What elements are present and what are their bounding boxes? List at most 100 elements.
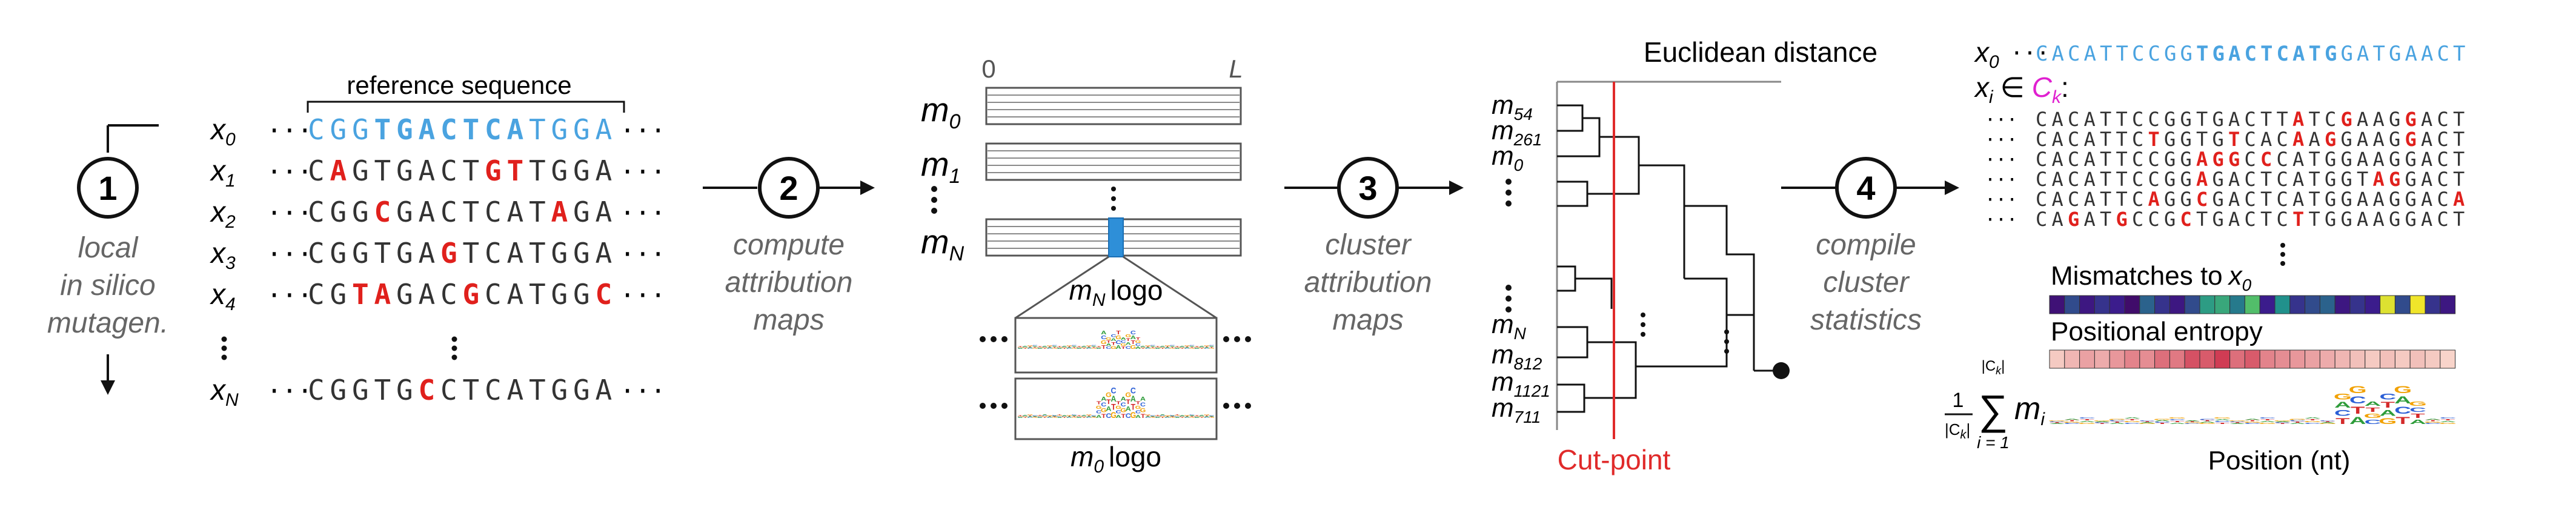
formula-term: mi [2014,391,2045,429]
logo-letter: T [1146,415,1150,417]
logo-letter: A [1116,345,1122,350]
nucleotide: A [2357,148,2368,171]
logo-letter: C [1121,402,1126,408]
logo-letter: G [1101,340,1107,345]
logo-letter: T [1052,347,1057,348]
logo-letter: A [1032,416,1038,417]
nucleotide: C [419,374,436,406]
logo-letter: A [1165,417,1171,418]
logo-letter: G [1057,347,1063,348]
nucleotide: A [419,113,436,146]
nucleotide: G [551,374,568,406]
mismatch-cell [2244,295,2260,314]
logo-letter: T [2095,423,2110,425]
logo-letter: T [1160,417,1165,419]
logo-letter: A [1032,346,1038,347]
row-prefix-ellipsis: ··· [267,198,313,228]
nucleotide: T [2260,108,2272,131]
logo-letter: C [2079,417,2096,419]
logo-letter: C [1199,346,1205,348]
nucleotide: G [2325,128,2336,151]
x0-label: x0 [1974,36,1999,72]
nucleotide: G [2341,108,2352,131]
entropy-cell [2214,349,2231,369]
logo-letter: A [2425,419,2442,420]
logo-letter: A [2304,417,2321,419]
logo-letter: G [2303,420,2322,422]
entropy-cell [2334,349,2351,369]
nucleotide: G [440,237,457,270]
nucleotide: T [2309,168,2320,191]
dendrogram-branches [1557,104,1781,413]
nucleotide: C [2132,208,2143,231]
entropy-cell [2139,349,2156,369]
logo-letter: A [1140,396,1146,402]
logo-letter: T [1170,417,1175,418]
logo-letter: G [1047,345,1053,346]
logo-letter: G [1199,417,1205,418]
nucleotide: A [2052,208,2063,231]
nucleotide: G [2325,208,2336,231]
nucleotide: T [2196,208,2208,231]
logo-letter: A [2244,419,2261,420]
logo-letter: G [1042,348,1048,349]
logo-letter: C [1150,345,1156,346]
nucleotide: T [2116,108,2128,131]
entropy-cell [2109,349,2125,369]
nucleotide: G [2180,168,2192,191]
nucleotide: G [2164,168,2176,191]
logo-letter: G [1110,411,1117,420]
logo-letter: C [2124,422,2141,424]
nucleotide: G [463,278,480,311]
nucleotide: A [2292,108,2304,131]
logo-letter: G [2183,422,2202,423]
logo-letter: G [1091,348,1097,349]
logo-letter: G [2108,419,2126,420]
nucleotide: A [2052,188,2063,211]
logo-letter: A [1180,346,1186,347]
nucleotide: T [2260,208,2272,231]
nucleotide: A [2373,188,2385,211]
nucleotide: A [2084,188,2096,211]
nucleotide: T [507,154,524,187]
nucleotide: G [2341,208,2352,231]
nucleotide: C [440,374,457,406]
logo-letter: C [2244,423,2261,425]
nucleotide: T [2453,168,2465,191]
nucleotide: G [551,278,568,311]
logo-letter: C [1091,415,1097,417]
dendrogram-leaf-labels: m54 m261 m0 mN m812 m1121 m711 [1492,90,1550,426]
logo-letter: C [1061,416,1067,417]
logo-letter: C [1189,345,1195,346]
logo-letter: C [2365,419,2382,425]
formula-sum-lower: i = 1 [1977,433,2010,452]
position-axis-label: Position (nt) [2208,446,2351,475]
nucleotide: A [419,278,436,311]
nucleotide: A [2228,42,2240,66]
entropy-title: Positional entropy [2051,317,2263,346]
logo-letter: C [1155,417,1161,418]
row-label: x4 [210,279,236,314]
nucleotide: G [2213,188,2224,211]
logo-letter: G [2364,412,2382,419]
nucleotide: A [507,113,524,146]
logo-letter: C [1027,417,1034,419]
logo-letter: C [1086,417,1092,419]
nucleotide: G [330,196,347,228]
nucleotide: A [2052,108,2063,131]
nucleotide: A [419,237,436,270]
x0-prefix-ellipsis: ··· [2010,41,2050,66]
row-prefix-ellipsis: ··· [1985,150,2017,171]
nucleotide: G [551,154,568,187]
nucleotide: G [2341,148,2352,171]
entropy-cell [2229,349,2245,369]
logo-letter: T [1111,402,1116,412]
logo-letter: T [1165,346,1170,348]
reference-sequence-label: reference sequence [347,71,571,99]
logo-letter: C [1170,345,1176,346]
logo-letter: T [1018,415,1023,417]
nucleotide: C [308,237,325,270]
mismatch-cell [2394,295,2411,314]
logo-letter: A [1057,348,1063,349]
